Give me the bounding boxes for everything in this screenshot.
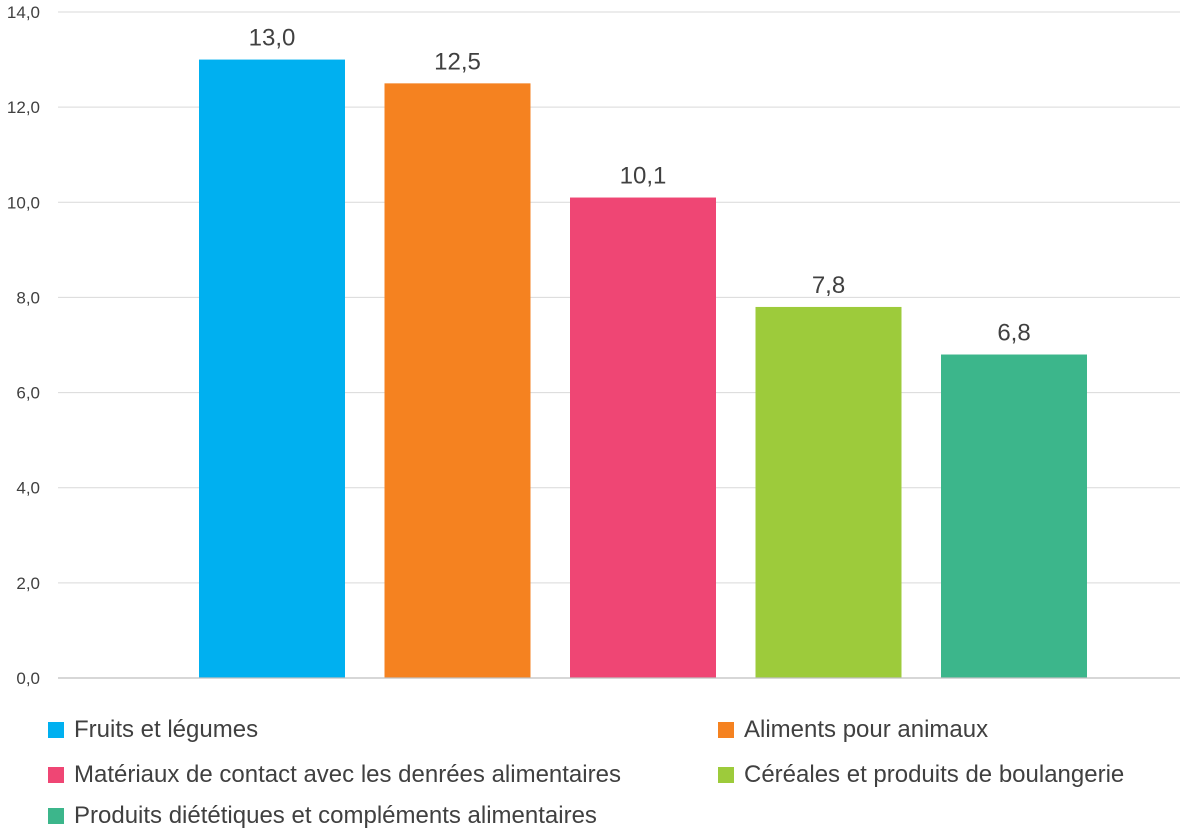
y-tick-label: 2,0 bbox=[16, 574, 40, 593]
legend-label: Produits diététiques et compléments alim… bbox=[74, 802, 597, 829]
bars bbox=[199, 59, 1087, 679]
y-axis-tick-labels: 0,0 2,0 4,0 6,0 8,0 10,0 12,0 14,0 bbox=[7, 3, 40, 688]
legend-swatch bbox=[718, 767, 734, 783]
legend-label: Matériaux de contact avec les denrées al… bbox=[74, 761, 621, 788]
legend-item-materiaux-contact: Matériaux de contact avec les denrées al… bbox=[48, 760, 621, 790]
data-label-3: 10,1 bbox=[620, 163, 667, 190]
data-label-4: 7,8 bbox=[812, 272, 845, 299]
legend-swatch bbox=[48, 808, 64, 824]
legend-item-produits-dietetiques: Produits diététiques et compléments alim… bbox=[48, 801, 597, 831]
bar-3 bbox=[570, 197, 716, 678]
legend-swatch bbox=[718, 722, 734, 738]
y-tick-label: 4,0 bbox=[16, 479, 40, 498]
y-tick-label: 10,0 bbox=[7, 193, 40, 212]
legend-item-fruits-legumes: Fruits et légumes bbox=[48, 715, 258, 745]
data-label-1: 13,0 bbox=[249, 25, 296, 52]
y-tick-label: 0,0 bbox=[16, 669, 40, 688]
legend-item-aliments-animaux: Aliments pour animaux bbox=[718, 715, 988, 745]
legend-swatch bbox=[48, 767, 64, 783]
data-labels: 13,0 12,5 10,1 7,8 6,8 bbox=[249, 25, 1031, 347]
data-label-5: 6,8 bbox=[997, 320, 1030, 347]
y-tick-label: 6,0 bbox=[16, 384, 40, 403]
legend-item-cereales-boulangerie: Céréales et produits de boulangerie bbox=[718, 760, 1124, 790]
y-tick-label: 12,0 bbox=[7, 98, 40, 117]
legend-swatch bbox=[48, 722, 64, 738]
data-label-2: 12,5 bbox=[434, 48, 481, 75]
legend-label: Céréales et produits de boulangerie bbox=[744, 761, 1125, 788]
bar-1 bbox=[199, 59, 345, 679]
legend-label: Aliments pour animaux bbox=[744, 716, 989, 743]
bar-2 bbox=[384, 83, 531, 679]
legend-label: Fruits et légumes bbox=[74, 716, 259, 743]
bar-chart: 0,0 2,0 4,0 6,0 8,0 10,0 12,0 14,0 13,0 12,5 10,1… bbox=[7, 3, 1180, 688]
bar-5 bbox=[941, 354, 1087, 678]
bar-4 bbox=[755, 306, 902, 678]
y-tick-label: 8,0 bbox=[16, 288, 40, 307]
y-tick-label: 14,0 bbox=[7, 3, 40, 22]
